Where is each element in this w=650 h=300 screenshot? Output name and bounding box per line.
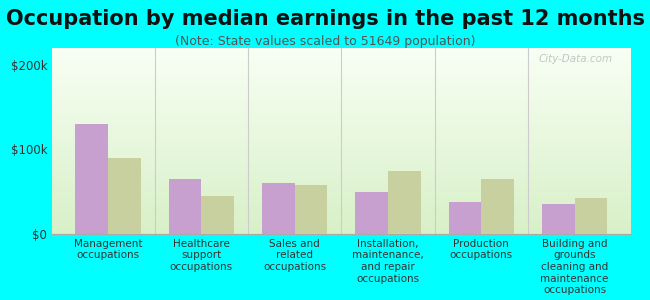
Bar bbox=[75, 124, 108, 234]
Bar bbox=[108, 158, 140, 234]
Bar bbox=[262, 183, 294, 234]
Bar bbox=[481, 179, 514, 234]
Bar bbox=[542, 204, 575, 234]
Bar bbox=[448, 202, 481, 234]
Bar bbox=[294, 185, 327, 234]
Bar bbox=[388, 171, 421, 234]
Text: Occupation by median earnings in the past 12 months: Occupation by median earnings in the pas… bbox=[5, 9, 645, 29]
Text: (Note: State values scaled to 51649 population): (Note: State values scaled to 51649 popu… bbox=[175, 34, 475, 47]
Bar bbox=[202, 196, 234, 234]
Text: City-Data.com: City-Data.com bbox=[539, 54, 613, 64]
Bar bbox=[356, 192, 388, 234]
Bar bbox=[168, 179, 202, 234]
Bar bbox=[575, 199, 607, 234]
